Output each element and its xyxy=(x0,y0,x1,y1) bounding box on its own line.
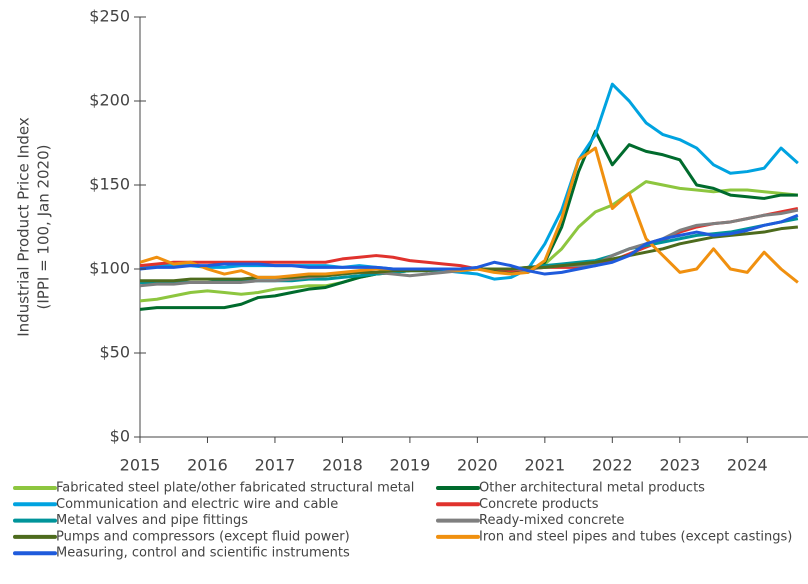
x-tick-label: 2015 xyxy=(120,456,161,475)
y-tick-label: $150 xyxy=(89,175,130,194)
x-tick-label: 2020 xyxy=(457,456,498,475)
legend-label: Other architectural metal products xyxy=(479,481,705,496)
legend-label: Measuring, control and scientific instru… xyxy=(56,546,350,561)
legend-label: Fabricated steel plate/other fabricated … xyxy=(56,481,414,496)
series-line xyxy=(140,146,799,284)
y-axis-title: (IPPI = 100, Jan 2020) xyxy=(35,145,53,310)
legend-label: Concrete products xyxy=(479,497,599,512)
y-tick-label: $200 xyxy=(89,91,130,110)
x-tick-label: 2022 xyxy=(592,456,633,475)
y-tick-label: $50 xyxy=(99,343,130,362)
x-tick-label: 2019 xyxy=(390,456,431,475)
x-tick-label: 2017 xyxy=(255,456,296,475)
legend-label: Metal valves and pipe fittings xyxy=(56,513,248,528)
legend-label: Pumps and compressors (except fluid powe… xyxy=(56,529,350,544)
x-tick-label: 2023 xyxy=(659,456,700,475)
y-tick-label: $0 xyxy=(110,427,130,446)
x-tick-label: 2016 xyxy=(187,456,228,475)
x-tick-label: 2018 xyxy=(322,456,363,475)
legend-label: Ready-mixed concrete xyxy=(479,513,624,528)
series-line xyxy=(140,82,799,281)
legend-label: Iron and steel pipes and tubes (except c… xyxy=(479,529,792,544)
y-axis-title: Industrial Product Price Index xyxy=(15,117,33,337)
legend-label: Communication and electric wire and cabl… xyxy=(56,497,338,512)
y-tick-label: $250 xyxy=(89,7,130,26)
plot-area xyxy=(140,82,799,311)
x-tick-label: 2021 xyxy=(524,456,565,475)
x-tick-label: 2024 xyxy=(727,456,768,475)
y-tick-label: $100 xyxy=(89,259,130,278)
series-line xyxy=(140,213,799,276)
